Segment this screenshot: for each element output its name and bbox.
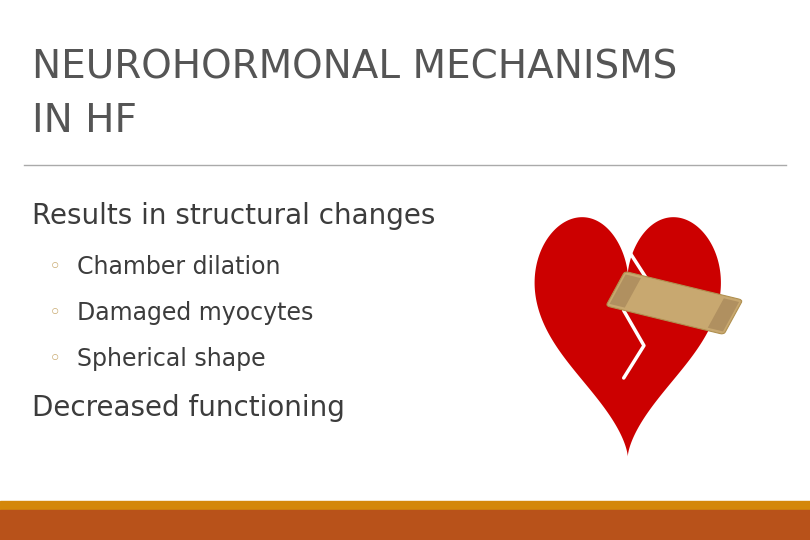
Text: IN HF: IN HF — [32, 103, 138, 140]
Bar — [610, 274, 641, 308]
Text: NEUROHORMONAL MECHANISMS: NEUROHORMONAL MECHANISMS — [32, 49, 678, 86]
Polygon shape — [535, 217, 721, 457]
Text: ◦: ◦ — [49, 349, 61, 369]
Text: ◦: ◦ — [49, 257, 61, 278]
Bar — [0, 510, 810, 540]
Text: Damaged myocytes: Damaged myocytes — [77, 301, 313, 325]
Text: ◦: ◦ — [49, 303, 61, 323]
Bar — [0, 501, 810, 510]
Text: Decreased functioning: Decreased functioning — [32, 394, 345, 422]
Bar — [708, 298, 739, 332]
Text: Spherical shape: Spherical shape — [77, 347, 266, 371]
Text: Chamber dilation: Chamber dilation — [77, 255, 280, 279]
FancyBboxPatch shape — [607, 272, 742, 334]
Text: Results in structural changes: Results in structural changes — [32, 202, 436, 230]
